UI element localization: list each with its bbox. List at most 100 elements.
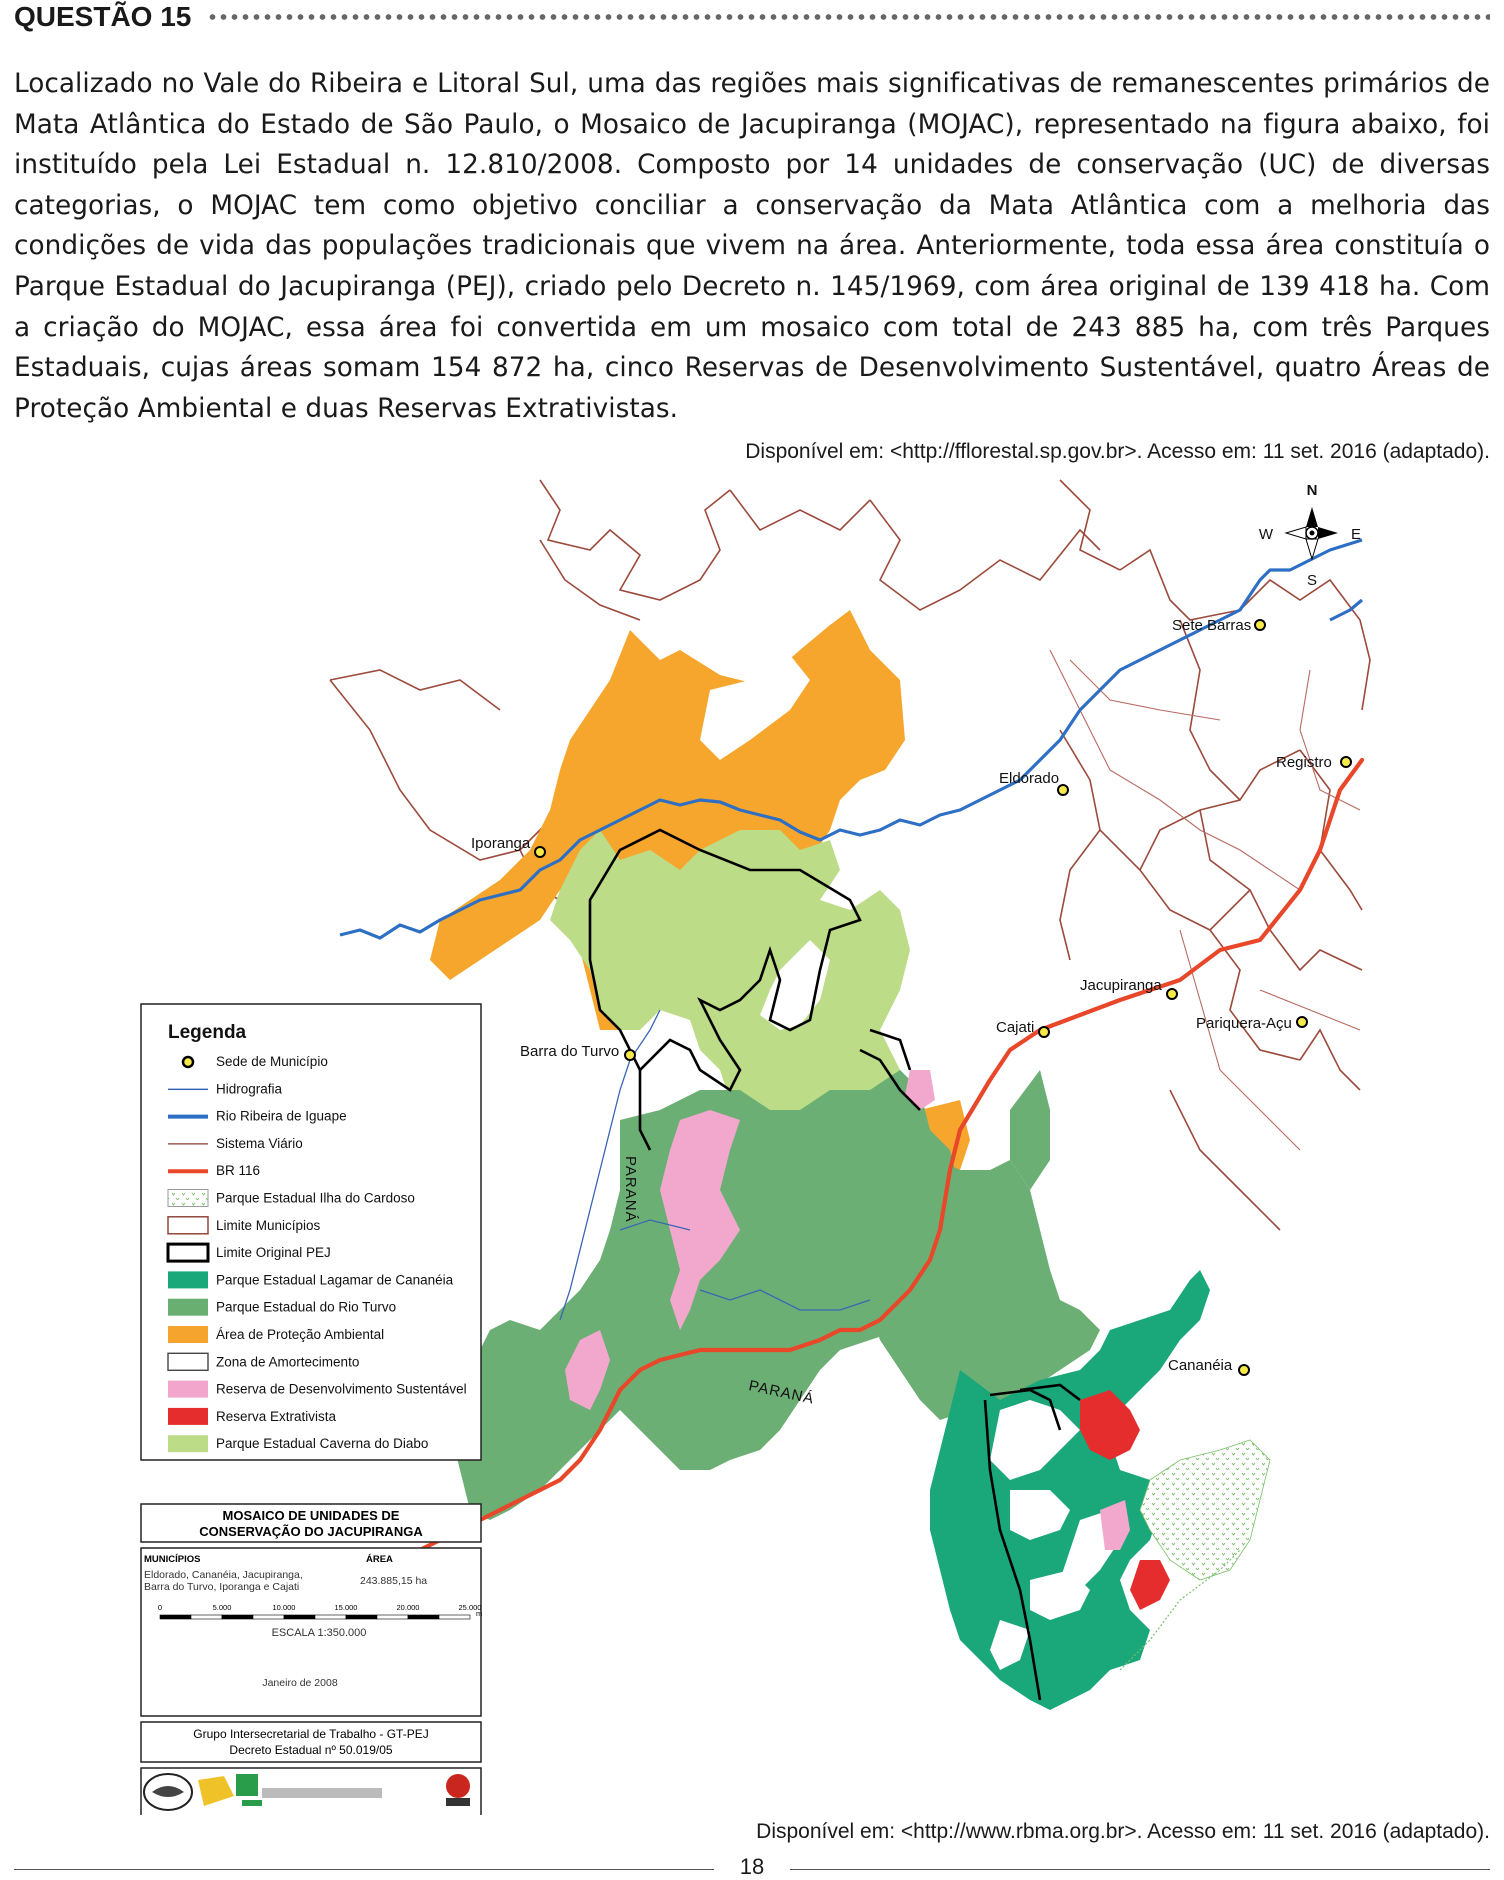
info-title-1: MOSAICO DE UNIDADES DE: [223, 1508, 400, 1523]
legend-title: Legenda: [168, 1022, 247, 1043]
legend-item: Parque Estadual do Rio Turvo: [168, 1298, 396, 1316]
legend-label: Hidrografia: [216, 1081, 283, 1096]
br-116: [417, 757, 1365, 1553]
legend-label: Limite Original PEJ: [216, 1245, 331, 1260]
institution-logos: [143, 1773, 470, 1811]
svg-text:Sete Barras: Sete Barras: [1172, 617, 1251, 634]
compass-n: N: [1307, 482, 1318, 499]
parque-lagamar-cananeia: [930, 1270, 1210, 1710]
page-footer: 18: [14, 1854, 1490, 1879]
legend-symbol: [168, 1380, 208, 1398]
scale-tick-label: 10.000: [273, 1603, 296, 1612]
info-municipios-2: Barra do Turvo, Iporanga e Cajati: [144, 1581, 299, 1593]
info-municipios-label: MUNICÍPIOS: [144, 1554, 200, 1565]
scale-segment: [376, 1614, 409, 1620]
scale-segment: [252, 1614, 285, 1620]
legend-item: Parque Estadual Lagamar de Cananéia: [168, 1271, 454, 1289]
legend-item: Rio Ribeira de Iguape: [168, 1109, 347, 1124]
legend-items: Sede de Município Hidrografia Rio Ribeira …: [166, 1054, 467, 1453]
scale-tick-label: 25.000: [459, 1603, 482, 1612]
svg-text:Eldorado: Eldorado: [999, 770, 1059, 787]
city-jacupiranga: Jacupiranga: [1080, 977, 1178, 1000]
map-source-citation: Disponível em: <http://www.rbma.org.br>.…: [756, 1820, 1490, 1843]
info-group-2: Decreto Estadual nº 50.019/05: [229, 1743, 392, 1757]
city-barra-do-turvo: Barra do Turvo: [520, 1043, 636, 1061]
legend-item: Reserva Extrativista: [168, 1407, 337, 1425]
svg-text:Barra do Turvo: Barra do Turvo: [520, 1043, 619, 1060]
legend-symbol: [166, 1242, 210, 1263]
scale-segment: [314, 1614, 347, 1620]
legend-item: Parque Estadual Ilha do Cardoso: [167, 1189, 415, 1207]
legend-label: Parque Estadual Lagamar de Cananéia: [216, 1272, 454, 1287]
legend-label: Área de Proteção Ambiental: [216, 1327, 384, 1342]
road-system: [1049, 649, 1361, 1151]
legend-label: Reserva Extrativista: [216, 1409, 337, 1424]
page-number: 18: [725, 1854, 779, 1879]
footer-rule-left: [14, 1869, 714, 1870]
svg-text:Registro: Registro: [1276, 754, 1332, 771]
scale-tick-label: 15.000: [335, 1603, 358, 1612]
legend-item: Área de Proteção Ambiental: [168, 1326, 384, 1343]
scale-segment: [438, 1614, 471, 1620]
legend-symbol: [168, 1435, 208, 1453]
info-date: Janeiro de 2008: [262, 1677, 337, 1689]
scale-tick-label: 5.000: [213, 1603, 232, 1612]
legend-label: Parque Estadual Caverna do Diabo: [216, 1436, 428, 1451]
legend-item: Limite Original PEJ: [166, 1242, 331, 1263]
city-sete-barras: Sete Barras: [1172, 617, 1266, 634]
scale-tick-label: 0: [158, 1603, 162, 1612]
legend-symbol: [168, 1298, 208, 1316]
city-cananeia: Cananéia: [1168, 1357, 1250, 1376]
legend-item: Hidrografia: [168, 1081, 283, 1096]
legend-item: Zona de Amortecimento: [167, 1352, 359, 1371]
legend-symbol: [181, 1055, 195, 1069]
legend-label: Sistema Viário: [216, 1136, 303, 1151]
legend-symbol: [167, 1216, 209, 1235]
legend-item: Limite Municípios: [167, 1216, 321, 1235]
state-label-parana-vertical: PARANÁ: [622, 1156, 639, 1223]
legend-label: Parque Estadual Ilha do Cardoso: [216, 1191, 415, 1206]
legend-label: BR 116: [216, 1163, 260, 1178]
scale-unit: m: [476, 1609, 482, 1618]
legend-label: Zona de Amortecimento: [216, 1354, 359, 1369]
legend-label: Parque Estadual do Rio Turvo: [216, 1300, 396, 1315]
city-markers: Sete Barras Registro Eldorado Iporanga J…: [471, 617, 1352, 1376]
scale-segment: [159, 1614, 192, 1620]
info-municipios-1: Eldorado, Cananéia, Jacupiranga,: [144, 1569, 303, 1581]
legend-symbol: [168, 1271, 208, 1289]
info-area-value: 243.885,15 ha: [360, 1575, 427, 1587]
legend-label: Limite Municípios: [216, 1218, 321, 1233]
legend-symbol: [167, 1352, 209, 1371]
compass-w: W: [1259, 526, 1274, 543]
city-registro: Registro: [1276, 754, 1352, 771]
svg-text:Iporanga: Iporanga: [471, 835, 531, 852]
svg-text:Pariquera-Açu: Pariquera-Açu: [1196, 1015, 1292, 1032]
info-title-2: CONSERVAÇÃO DO JACUPIRANGA: [199, 1524, 423, 1539]
scale-segment: [345, 1614, 378, 1620]
compass-e: E: [1351, 526, 1361, 543]
city-iporanga: Iporanga: [471, 835, 546, 858]
parque-ilha-do-cardoso: [1119, 1439, 1271, 1671]
svg-text:Cajati: Cajati: [996, 1019, 1034, 1036]
compass-s: S: [1307, 572, 1317, 589]
legend-label: Rio Ribeira de Iguape: [216, 1109, 347, 1124]
rio-ribeira-de-iguape: [339, 538, 1364, 940]
info-area-label: ÁREA: [366, 1554, 393, 1565]
parque-caverna-do-diabo: [550, 830, 920, 1170]
legend-item: Parque Estadual Caverna do Diabo: [168, 1435, 428, 1453]
info-scale-text: ESCALA 1:350.000: [272, 1627, 367, 1639]
compass-rose: N S E W: [1259, 482, 1361, 589]
legend-label: Reserva de Desenvolvimento Sustentável: [216, 1382, 467, 1397]
question-paragraph: Localizado no Vale do Ribeira e Litoral …: [14, 69, 1490, 424]
scale-segment: [221, 1614, 254, 1620]
question-title: QUESTÃO 15: [14, 1, 192, 32]
legend-symbol: [167, 1189, 209, 1207]
reserva-desenvolvimento-sustentavel: [565, 1070, 1130, 1550]
legend-item: Reserva de Desenvolvimento Sustentável: [168, 1380, 467, 1398]
footer-rule-right: [790, 1869, 1490, 1870]
legend-box: Legenda Sede de Município Hidrografia Rio …: [140, 1003, 482, 1461]
limite-original-pej: [588, 828, 1081, 1701]
dotted-rule: [207, 13, 1490, 21]
scale-segment: [283, 1614, 316, 1620]
